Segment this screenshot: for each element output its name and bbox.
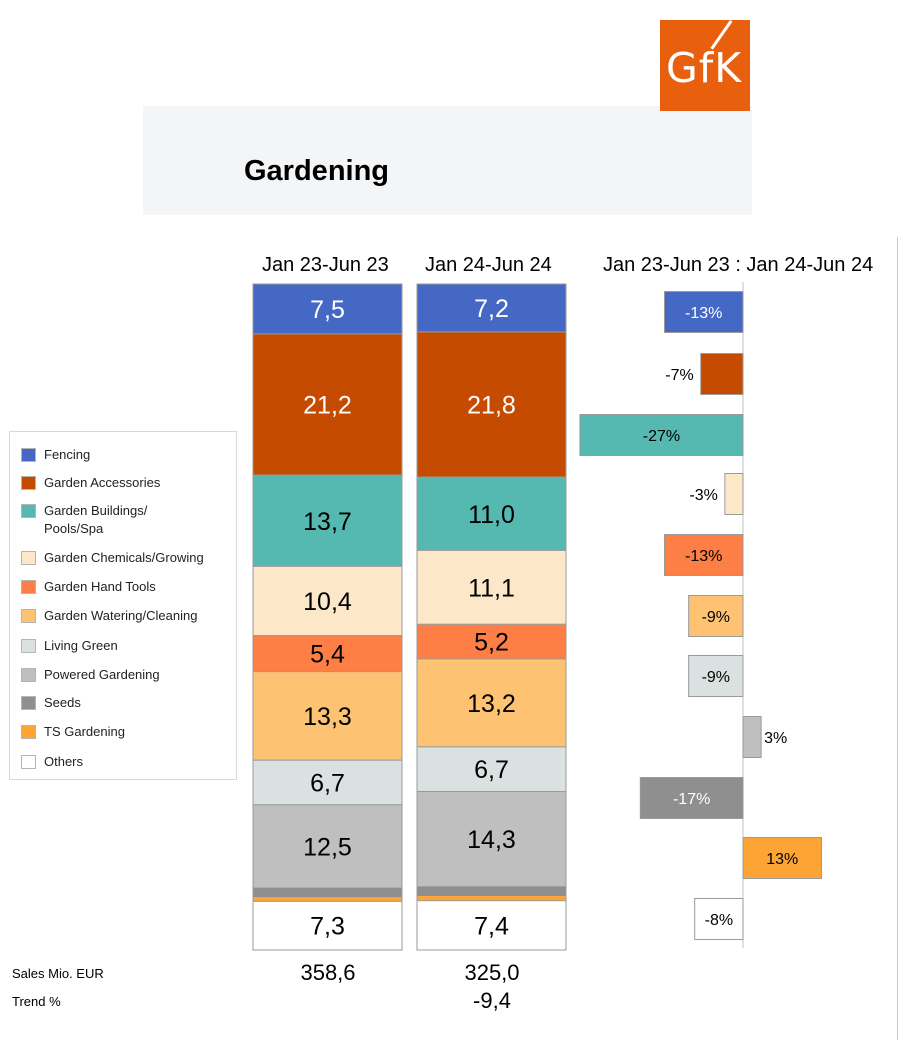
trend-label: Trend % — [12, 994, 61, 1009]
column-header-period-2: Jan 24-Jun 24 — [425, 254, 552, 276]
column-header-period-1: Jan 23-Jun 23 — [262, 254, 389, 276]
column-header-change: Jan 23-Jun 23 : Jan 24-Jun 24 — [603, 254, 874, 276]
legend-swatch — [21, 696, 36, 710]
segment-value-label: 7,3 — [310, 913, 345, 941]
stacked-bar-segment — [252, 671, 403, 761]
stacked-bar-segment — [417, 896, 566, 901]
segment-value-label: 11,1 — [468, 574, 515, 602]
legend-swatch — [21, 448, 36, 462]
stacked-bar-outline — [252, 283, 403, 951]
stacked-bar-segment — [252, 635, 403, 673]
change-value-label: 13% — [766, 851, 798, 868]
change-value-label: -27% — [643, 428, 680, 445]
change-value-label: -9% — [702, 669, 730, 686]
segment-value-label: 7,5 — [310, 296, 345, 324]
stacked-bar-segment — [252, 900, 403, 951]
change-bar — [724, 473, 744, 515]
change-bar — [639, 777, 744, 819]
trend-value-period-2: -9,4 — [473, 988, 511, 1013]
legend-swatch — [21, 504, 36, 518]
change-bar — [663, 291, 744, 333]
segment-value-label: 10,4 — [303, 588, 352, 616]
change-value-label: -13% — [685, 305, 722, 322]
change-bar — [688, 595, 744, 637]
header-band — [143, 106, 752, 215]
legend-swatch — [21, 580, 36, 594]
segment-value-label: 5,4 — [310, 641, 345, 669]
change-value-label: -8% — [705, 912, 733, 929]
legend-label: TS Gardening — [44, 724, 125, 739]
segment-value-label: 7,4 — [474, 912, 509, 940]
legend-label: Fencing — [44, 447, 91, 462]
legend-label: Seeds — [44, 695, 81, 710]
stacked-bar-outline — [416, 283, 567, 951]
legend-swatch — [21, 725, 36, 739]
page-title: Gardening — [244, 155, 390, 187]
segment-value-label: 5,2 — [474, 629, 509, 657]
stacked-bar-segment — [416, 900, 567, 951]
segment-value-label: 13,2 — [467, 690, 516, 718]
legend-label: Garden Buildings/ Pools/Spa — [44, 503, 148, 536]
change-value-label: -9% — [702, 609, 730, 626]
legend: Fencing Garden Accessories Garden Building… — [9, 431, 237, 780]
logo-text: GfK — [666, 44, 743, 92]
segment-value-label: 12,5 — [303, 833, 352, 861]
stacked-bar-segment — [416, 746, 567, 792]
segment-value-label: 13,3 — [303, 703, 352, 731]
legend-swatch — [21, 609, 36, 623]
change-bar — [694, 898, 744, 940]
legend-swatch — [21, 476, 36, 490]
stacked-bar-segment — [252, 474, 403, 567]
legend-label: Living Green — [44, 638, 118, 653]
legend-swatch — [21, 755, 36, 769]
stacked-bar-segment — [416, 658, 567, 748]
change-value-label: -13% — [685, 548, 722, 565]
sales-label: Sales Mio. EUR — [12, 966, 104, 981]
sales-value-period-1: 358,6 — [300, 960, 356, 985]
legend-label: Garden Watering/Cleaning — [44, 608, 198, 623]
legend-swatch — [21, 668, 36, 682]
legend-swatch — [21, 551, 36, 565]
stacked-bar-segment — [252, 333, 403, 476]
stacked-bar-segment — [253, 888, 402, 898]
segment-value-label: 11,0 — [468, 501, 515, 529]
change-bar — [688, 655, 744, 697]
sales-value-period-2: 325,0 — [464, 960, 520, 985]
gfk-logo: GfK — [660, 20, 750, 111]
legend-label: Garden Chemicals/Growing — [44, 550, 204, 565]
right-divider — [897, 237, 898, 1040]
legend-swatch — [21, 639, 36, 653]
segment-value-label: 21,2 — [303, 392, 352, 420]
segment-value-label: 13,7 — [303, 508, 352, 536]
change-bar — [700, 353, 744, 395]
change-bar — [742, 837, 823, 879]
stacked-bar-segment — [252, 565, 403, 637]
stacked-bar-segment — [417, 886, 566, 897]
segment-value-label: 6,7 — [474, 756, 509, 784]
legend-label: Others — [44, 754, 84, 769]
legend-label: Powered Gardening — [44, 667, 160, 682]
change-bar — [579, 414, 744, 456]
change-value-label: -3% — [689, 487, 717, 504]
legend-label: Garden Accessories — [44, 475, 161, 490]
segment-value-label: 21,8 — [467, 392, 516, 420]
segment-value-label: 14,3 — [467, 826, 516, 854]
change-bar — [742, 716, 762, 758]
stacked-bar-segment — [253, 897, 402, 902]
stacked-bar-segment — [416, 790, 567, 888]
change-bar — [663, 534, 744, 576]
segment-value-label: 6,7 — [310, 770, 345, 798]
change-value-label: 3% — [764, 730, 787, 747]
change-value-label: -17% — [673, 791, 710, 808]
change-value-label: -7% — [665, 367, 693, 384]
legend-label: Garden Hand Tools — [44, 579, 156, 594]
segment-value-label: 7,2 — [474, 295, 509, 323]
